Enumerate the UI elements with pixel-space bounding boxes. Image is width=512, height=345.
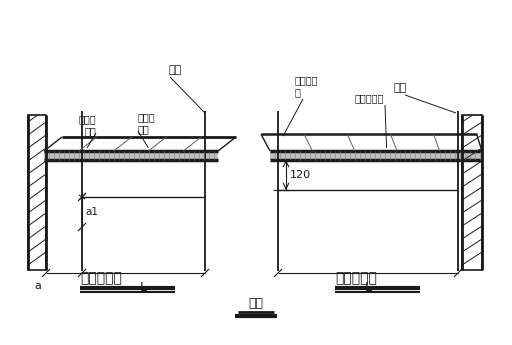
Text: 120: 120 — [290, 170, 311, 180]
Text: 纵向水平杆: 纵向水平杆 — [355, 93, 385, 103]
Text: a1: a1 — [85, 207, 98, 217]
Bar — [28, 115, 46, 270]
Text: a: a — [35, 281, 41, 291]
Bar — [462, 115, 482, 270]
Bar — [270, 151, 482, 160]
Text: 纵向水
平杆: 纵向水 平杆 — [138, 112, 156, 134]
Text: 图一: 图一 — [248, 297, 264, 310]
Text: 立杆: 立杆 — [393, 83, 407, 93]
Text: 双排脚手架: 双排脚手架 — [80, 271, 122, 285]
Text: 横向水平
杆: 横向水平 杆 — [295, 76, 318, 97]
Text: L: L — [365, 281, 372, 294]
Text: 单排脚手架: 单排脚手架 — [335, 271, 377, 285]
Text: L: L — [140, 281, 147, 294]
Text: 横向水
平杆: 横向水 平杆 — [78, 114, 96, 136]
Text: 立杆: 立杆 — [168, 65, 182, 75]
Bar — [44, 151, 218, 160]
